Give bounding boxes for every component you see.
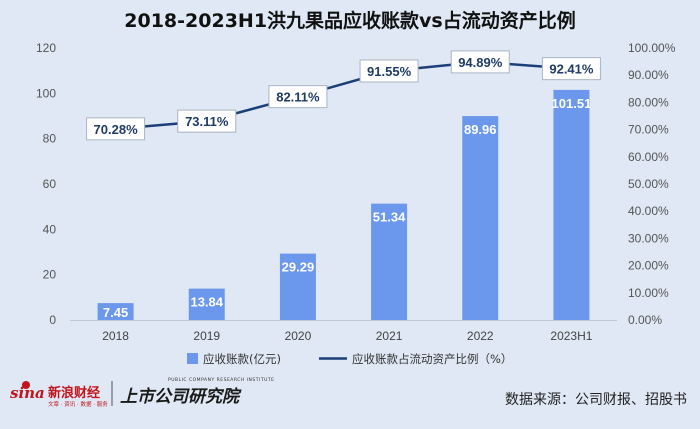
y-right-tick-label: 60.00% <box>628 150 669 164</box>
logo-institute: 上市公司研究院 <box>120 387 242 407</box>
data-source: 数据来源：公司财报、招股书 <box>505 392 687 408</box>
y-right-tick-label: 40.00% <box>628 204 669 218</box>
bar <box>188 288 225 320</box>
bar <box>279 253 316 320</box>
line-data-label-box <box>86 117 146 141</box>
bar <box>553 89 590 320</box>
y-left-tick-label: 120 <box>36 41 56 55</box>
line-data-label-box <box>541 57 601 81</box>
x-tick-label: 2022 <box>467 329 494 343</box>
bar-labels: 7.45 13.84 29.29 51.34 89.96 101.51 <box>103 96 591 320</box>
bar-data-label: 51.34 <box>373 210 406 225</box>
bar-data-label: 101.51 <box>552 96 592 111</box>
chart-title: 2018-2023H1洪九果品应收账款vs占流动资产比例 <box>124 9 575 32</box>
y-left-tick-label: 60 <box>43 177 57 191</box>
y-right-tick-label: 20.00% <box>628 259 669 273</box>
legend-swatch-bar <box>187 353 198 364</box>
y-right-tick-label: 100.00% <box>628 41 676 55</box>
line-data-label: 94.89% <box>458 55 503 70</box>
y-right-tick-label: 10.00% <box>628 286 669 300</box>
line-data-label: 92.41% <box>549 62 594 77</box>
legend-label-line: 应收账款占流动资产比例（%） <box>352 352 512 366</box>
line-data-label: 70.28% <box>94 122 139 137</box>
bar-series <box>97 89 590 320</box>
sina-finance-logo: sina 新浪财经 文章 · 资讯 · 数据 · 服务 <box>10 381 108 408</box>
line-data-label-box <box>177 109 237 133</box>
logo-sina-text: sina <box>10 384 45 402</box>
legend: 应收账款(亿元) 应收账款占流动资产比例（%） <box>187 352 512 366</box>
y-right-tick-label: 80.00% <box>628 95 669 109</box>
logo-institute-en: PUBLIC COMPANY RESEARCH INSTITUTE <box>168 377 275 383</box>
logo-sina-cn: 新浪财经 <box>48 385 100 401</box>
y-axis-left: 0 20 40 60 80 100 120 <box>36 41 56 327</box>
y-right-tick-label: 70.00% <box>628 123 669 137</box>
bar-data-label: 7.45 <box>103 305 128 320</box>
y-left-tick-label: 0 <box>49 313 56 327</box>
line-data-label: 91.55% <box>367 64 412 79</box>
x-tick-label: 2018 <box>102 329 129 343</box>
y-right-tick-label: 30.00% <box>628 231 669 245</box>
line-data-label-box <box>450 50 510 74</box>
x-tick-label: 2023H1 <box>550 329 592 343</box>
y-left-tick-label: 80 <box>43 132 57 146</box>
bar <box>462 116 499 320</box>
line-series: 70.28% 73.11% 82.11% 91.55% 94.89% 92.41% <box>86 50 601 141</box>
y-right-tick-label: 90.00% <box>628 68 669 82</box>
line-data-label-box <box>268 85 328 109</box>
y-right-tick-label: 0.00% <box>628 313 662 327</box>
x-tick-label: 2021 <box>376 329 403 343</box>
sina-eye-icon <box>22 381 30 389</box>
bar-data-label: 13.84 <box>190 295 223 310</box>
bar <box>97 303 134 320</box>
y-left-tick-label: 20 <box>43 268 57 282</box>
bar-data-label: 29.29 <box>282 260 315 275</box>
x-tick-label: 2020 <box>285 329 312 343</box>
y-axis-right: 0.00% 10.00% 20.00% 30.00% 40.00% 50.00% 60.00… <box>628 41 676 327</box>
y-right-tick-label: 50.00% <box>628 177 669 191</box>
y-left-tick-label: 100 <box>36 86 56 100</box>
line-data-label: 82.11% <box>276 90 320 105</box>
legend-label-bar: 应收账款(亿元) <box>203 352 281 366</box>
bar <box>371 203 408 320</box>
x-axis-labels: 2018 2019 2020 2021 2022 2023H1 <box>102 329 593 343</box>
x-tick-label: 2019 <box>193 329 220 343</box>
research-institute-logo: PUBLIC COMPANY RESEARCH INSTITUTE 上市公司研究… <box>120 377 275 407</box>
line-data-label-box <box>359 59 419 83</box>
bar-data-label: 89.96 <box>464 122 497 137</box>
line-data-label: 73.11% <box>185 114 229 129</box>
logo-sina-sub: 文章 · 资讯 · 数据 · 服务 <box>48 400 108 408</box>
y-left-tick-label: 40 <box>43 222 57 236</box>
